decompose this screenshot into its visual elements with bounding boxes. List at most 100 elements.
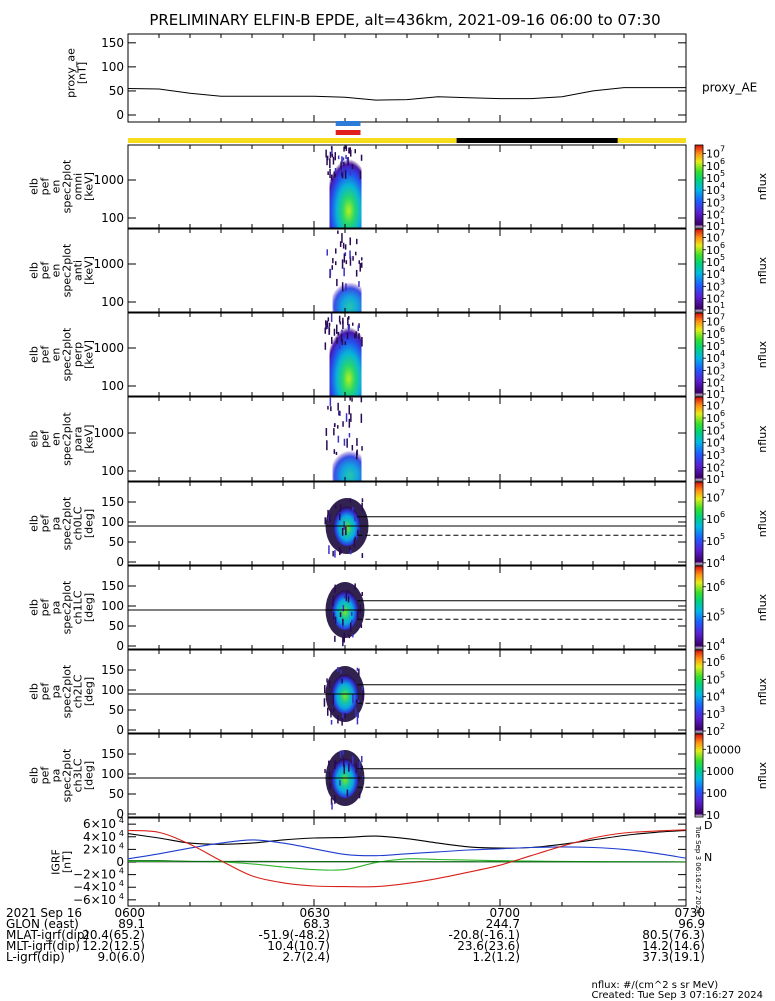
heatmap-cell (361, 553, 364, 558)
heatmap-cell (347, 596, 350, 603)
heatmap-cell (331, 802, 333, 810)
axis-label: [nT] (76, 62, 89, 84)
colorbar-tick-exponent: 7 (720, 145, 725, 154)
heatmap-cell (357, 529, 359, 535)
y-tick-exponent: 4 (119, 816, 124, 825)
axis-label: [nT] (61, 851, 74, 873)
heatmap-cell (337, 425, 339, 429)
heatmap-cell (339, 241, 342, 247)
colorbar-tick-label: 10 (706, 293, 720, 306)
heatmap-cell (344, 244, 347, 250)
panel-frame (127, 144, 687, 229)
colorbar-tick-label: 10 (706, 809, 720, 822)
flag-marker (335, 121, 361, 126)
side-timestamp: Tue Sep 3 06:16:27 2024 (694, 825, 702, 914)
axis-label: spec2plot (61, 664, 74, 718)
heatmap-cell (329, 514, 331, 523)
colorbar-tick-exponent: 4 (720, 181, 725, 190)
heatmap-cell (335, 261, 337, 266)
heatmap-cell (329, 783, 332, 788)
heatmap-cell (339, 750, 342, 758)
heatmap-cell (332, 156, 335, 165)
legend-D: D (704, 819, 712, 832)
axis-label: [keV] (83, 340, 96, 369)
heatmap-cell (357, 712, 359, 718)
heatmap-cell (328, 322, 331, 327)
footer-value: 89.1 (118, 917, 145, 931)
heatmap-cell (345, 260, 348, 265)
colorbar-tick-exponent: 7 (720, 488, 725, 497)
footer-ephemeris: 2021 Sep 16 0600 0630 0700 0730 GLON (ea… (0, 906, 775, 1000)
heatmap-cell (343, 253, 346, 263)
heatmap-cell (358, 281, 360, 287)
panel-igrf: 02×10 44×10 46×10 4−2×10 4−4×10 4−6×10 4IGRF[n… (50, 816, 713, 914)
colorbar-tick-exponent: 5 (720, 670, 725, 679)
footer-time-2: 0700 (489, 906, 520, 920)
heatmap-cell (361, 498, 364, 502)
axis-label: perp (72, 342, 85, 367)
y-tick-label: −6×10 (73, 893, 116, 907)
colorbar (694, 481, 704, 566)
axis-label: spec2plot (61, 243, 74, 297)
axis-label: ch2LC (72, 674, 85, 708)
colorbar (694, 228, 704, 313)
colorbar-tick-label: 10 (706, 424, 720, 437)
y-tick-label: 150 (101, 747, 124, 761)
heatmap-cell (349, 171, 352, 176)
heatmap-cell (339, 410, 341, 416)
heatmap-cell (349, 498, 352, 503)
heatmap-cell (361, 592, 363, 596)
heatmap-cell (347, 325, 350, 333)
heatmap-cell (332, 612, 335, 621)
heatmap-cell (330, 406, 332, 412)
axis-label: pef (39, 514, 52, 533)
heatmap-cell (342, 618, 344, 626)
y-tick-label: 4×10 (83, 830, 116, 844)
colorbar-tick-exponent: 1 (720, 301, 725, 310)
heatmap-cell (346, 789, 349, 797)
axis-label: elb (28, 178, 41, 195)
igrf-series-line (127, 858, 687, 871)
colorbar-tick-exponent: 5 (720, 421, 725, 430)
heatmap-cell (356, 610, 359, 619)
heatmap-cell (324, 327, 326, 334)
heatmap-cell (328, 515, 330, 522)
colorbar-tick-label: 10 (706, 388, 720, 401)
flag-segment (617, 138, 686, 143)
heatmap-cell (327, 317, 330, 322)
heatmap-cell (333, 171, 336, 178)
y-tick-label: 0 (116, 639, 124, 653)
heatmap-cell (344, 341, 347, 345)
y-tick-label: 0 (116, 723, 124, 737)
y-tick-label: 100 (101, 599, 124, 613)
colorbar-tick-label: 10 (706, 377, 720, 390)
heatmap-cell (339, 547, 341, 556)
colorbar (694, 396, 704, 482)
colorbar-tick-label: 10 (706, 244, 720, 257)
heatmap-cell (335, 451, 338, 455)
heatmap-cell (341, 329, 343, 333)
heatmap-cell (345, 526, 347, 536)
colorbar-tick-exponent: 4 (720, 688, 725, 697)
colorbar-tick-label: 10 (706, 610, 720, 623)
heatmap-cell (340, 669, 342, 674)
heatmap-cell (343, 594, 346, 599)
axis-label: pa (50, 601, 63, 615)
heatmap-cell (358, 333, 360, 339)
heatmap-cell (360, 397, 363, 403)
heatmap-cell (340, 334, 343, 343)
heatmap-cell (351, 612, 353, 616)
heatmap-cell (361, 337, 363, 347)
footer-value: 80.5(76.3) (642, 928, 705, 942)
heatmap-cell (331, 265, 333, 270)
heatmap-cell (329, 268, 332, 276)
heatmap-cell (334, 168, 337, 177)
colorbar-tick-label: 10 (706, 691, 720, 704)
heatmap-cell (329, 158, 331, 168)
panel-frame (127, 733, 687, 818)
heatmap-cell (346, 438, 348, 448)
y-tick-label: 50 (109, 787, 124, 801)
heatmap-cell (359, 792, 361, 797)
heatmap-cell (326, 157, 328, 166)
